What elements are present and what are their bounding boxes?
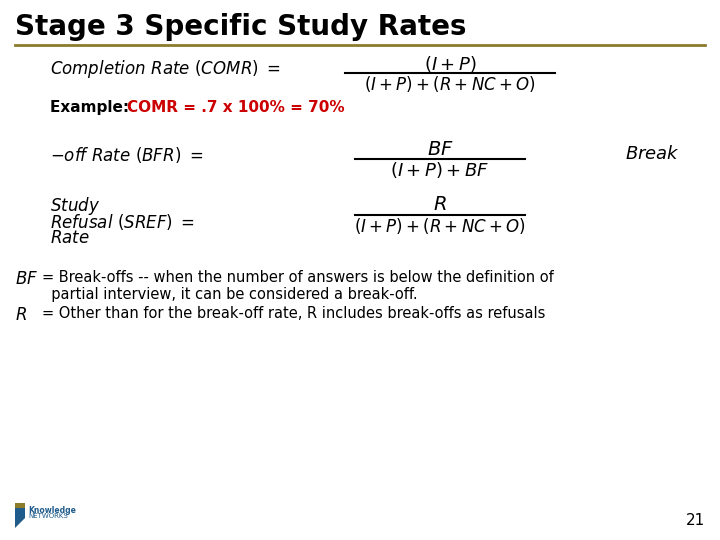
Text: $\mathit{Rate}$: $\mathit{Rate}$ <box>50 229 90 247</box>
Bar <box>15 503 25 508</box>
Text: $\mathit{(I + P) + (R + NC + O)}$: $\mathit{(I + P) + (R + NC + O)}$ <box>354 216 526 236</box>
Text: Knowledge: Knowledge <box>28 506 76 515</box>
Text: = Other than for the break-off rate, R includes break-offs as refusals: = Other than for the break-off rate, R i… <box>42 306 545 321</box>
Text: $\mathit{R}$: $\mathit{R}$ <box>433 195 447 214</box>
Text: 21: 21 <box>685 513 705 528</box>
Text: $\mathit{Study}$: $\mathit{Study}$ <box>50 195 100 217</box>
Polygon shape <box>15 508 25 528</box>
Text: $\mathbf{\mathit{BF}}$: $\mathbf{\mathit{BF}}$ <box>15 270 38 288</box>
Text: $\mathit{(I + P) + (R + NC + O)}$: $\mathit{(I + P) + (R + NC + O)}$ <box>364 74 536 94</box>
Text: Stage 3 Specific Study Rates: Stage 3 Specific Study Rates <box>15 13 467 41</box>
Text: $\mathit{BF}$: $\mathit{BF}$ <box>426 140 454 159</box>
Text: $\mathit{-off\ Rate\ (BFR)\ =}$: $\mathit{-off\ Rate\ (BFR)\ =}$ <box>50 145 203 165</box>
Text: $\mathit{Break}$: $\mathit{Break}$ <box>625 145 680 163</box>
Text: Example:: Example: <box>50 100 135 115</box>
Text: $\mathbf{\mathit{R}}$: $\mathbf{\mathit{R}}$ <box>15 306 27 324</box>
Text: $\mathit{Refusal\ (SREF)\ =}$: $\mathit{Refusal\ (SREF)\ =}$ <box>50 212 195 232</box>
Text: COMR = .7 x 100% = 70%: COMR = .7 x 100% = 70% <box>127 100 345 115</box>
Text: $\mathit{(I + P)}$: $\mathit{(I + P)}$ <box>423 54 477 74</box>
Text: = Break-offs -- when the number of answers is below the definition of: = Break-offs -- when the number of answe… <box>42 270 554 285</box>
Text: NETWORKS: NETWORKS <box>28 513 68 519</box>
Text: $\mathit{(I + P) + BF}$: $\mathit{(I + P) + BF}$ <box>390 160 490 180</box>
Text: $\mathit{Completion\ Rate\ (COMR)\ =}$: $\mathit{Completion\ Rate\ (COMR)\ =}$ <box>50 58 281 80</box>
Text: partial interview, it can be considered a break-off.: partial interview, it can be considered … <box>42 287 418 302</box>
